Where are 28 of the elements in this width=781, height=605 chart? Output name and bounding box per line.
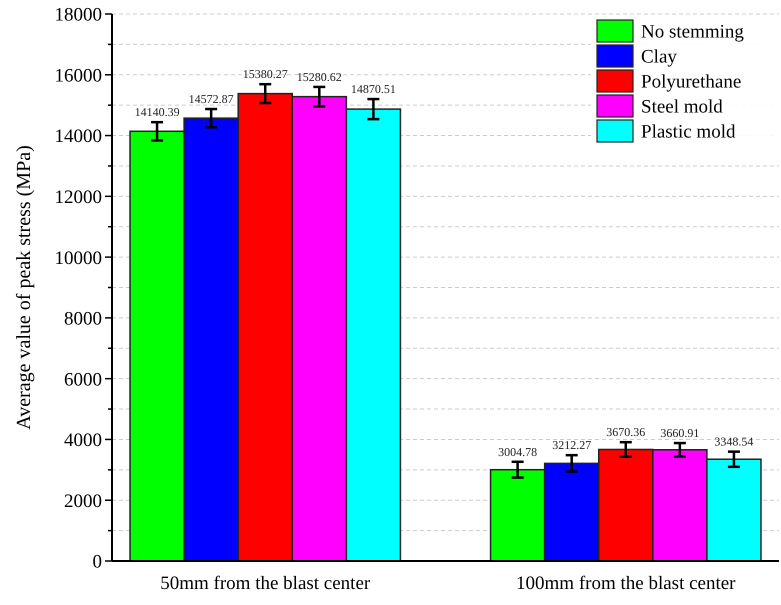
data-label: 3670.36	[606, 425, 646, 440]
legend-label: Plastic mold	[641, 122, 736, 143]
y-tick-label: 16000	[54, 65, 102, 86]
y-tick-label: 0	[92, 552, 102, 573]
y-axis-title: Average value of peak stress (MPa)	[13, 145, 35, 430]
x-tick-label: 50mm from the blast center	[160, 573, 371, 594]
data-label: 14572.87	[188, 92, 234, 106]
y-tick-label: 6000	[64, 369, 102, 390]
data-label: 3212.27	[552, 438, 592, 452]
data-label: 14870.51	[350, 82, 396, 96]
y-tick-label: 18000	[54, 4, 102, 26]
data-label: 3004.78	[498, 444, 538, 459]
y-tick-label: 12000	[54, 186, 102, 208]
y-tick-label: 4000	[64, 430, 102, 452]
x-tick-label: 100mm from the blast center	[516, 573, 736, 594]
data-label: 3348.54	[714, 434, 754, 449]
data-label: 15380.27	[242, 67, 288, 82]
y-tick-label: 10000	[54, 248, 102, 269]
y-tick-label: 8000	[64, 308, 102, 330]
legend-label: Clay	[641, 46, 678, 68]
legend-label: Polyurethane	[641, 72, 742, 93]
y-tick-label: 2000	[64, 490, 102, 512]
data-label: 14140.39	[134, 105, 180, 120]
data-label: 3660.91	[660, 426, 700, 440]
data-label: 15280.62	[296, 70, 342, 84]
legend-label: Steel mold	[641, 96, 724, 118]
legend-label: No stemming	[641, 22, 744, 43]
y-tick-label: 14000	[54, 126, 102, 148]
